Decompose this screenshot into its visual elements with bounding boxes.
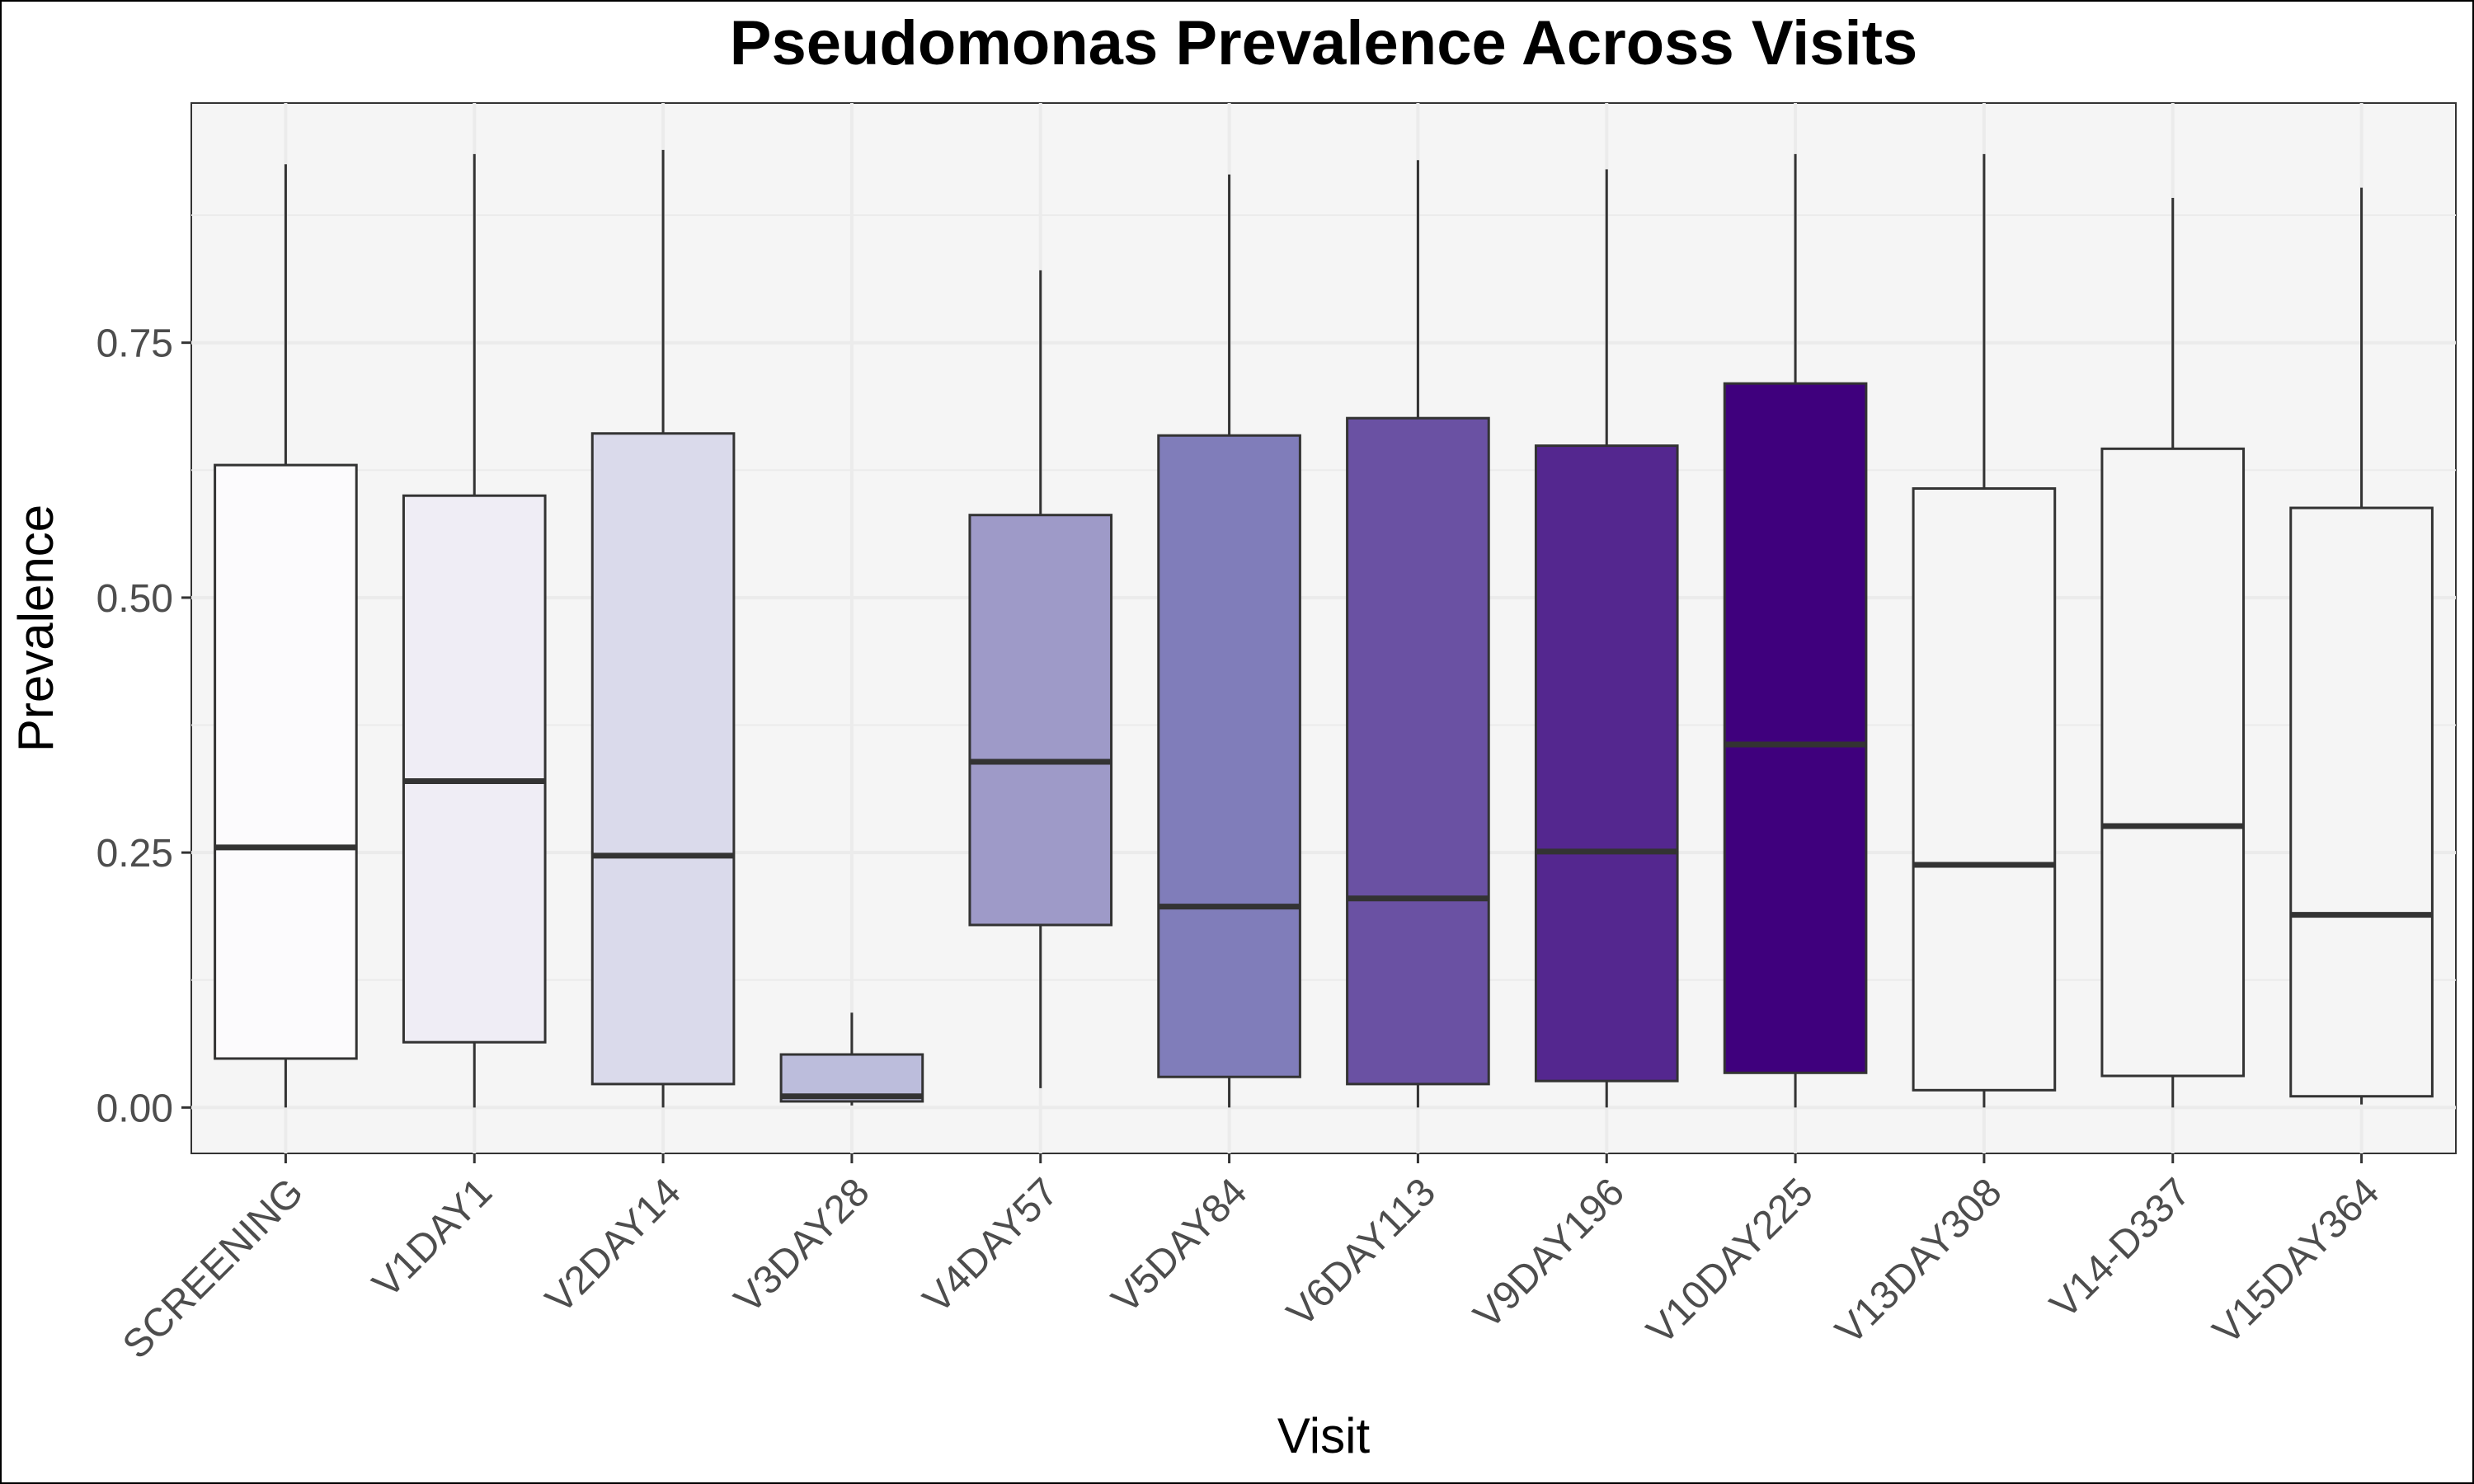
box-v3day28 bbox=[779, 1012, 924, 1106]
box-v9day196 bbox=[1534, 169, 1679, 1108]
box-series bbox=[214, 149, 2434, 1108]
box-body bbox=[968, 514, 1113, 927]
plot-panel bbox=[190, 102, 2457, 1154]
box-screening bbox=[214, 164, 358, 1108]
box-body bbox=[2289, 506, 2434, 1098]
y-axis-title: Prevalence bbox=[8, 505, 63, 752]
box-body bbox=[590, 432, 736, 1086]
box-body bbox=[214, 463, 358, 1060]
box-v2day14 bbox=[590, 149, 736, 1108]
box-v13day308 bbox=[1912, 153, 2057, 1108]
box-v6day113 bbox=[1346, 160, 1490, 1108]
box-body bbox=[1534, 444, 1679, 1082]
box-body bbox=[1912, 487, 2057, 1092]
box-body bbox=[2100, 447, 2246, 1078]
box-body bbox=[1346, 416, 1490, 1086]
y-tick-label: 0.25 bbox=[96, 832, 173, 876]
x-axis-title: Visit bbox=[1277, 1408, 1371, 1463]
box-body bbox=[402, 494, 547, 1044]
box-v4day57 bbox=[968, 270, 1113, 1088]
box-body bbox=[1723, 382, 1868, 1074]
y-tick-label: 0.75 bbox=[96, 322, 173, 366]
box-v10day225 bbox=[1723, 153, 1868, 1108]
chart-title: Pseudomonas Prevalence Across Visits bbox=[730, 8, 1917, 78]
y-tick-label: 0.50 bbox=[96, 577, 173, 621]
y-tick-label: 0.00 bbox=[96, 1087, 173, 1130]
box-v1day1 bbox=[402, 153, 547, 1108]
y-axis: 0.00 0.25 0.50 0.75 bbox=[96, 322, 191, 1130]
box-v14-d337 bbox=[2100, 198, 2246, 1108]
box-body bbox=[1157, 434, 1301, 1078]
box-v5day84 bbox=[1157, 174, 1301, 1108]
box-v15day364 bbox=[2289, 187, 2434, 1105]
